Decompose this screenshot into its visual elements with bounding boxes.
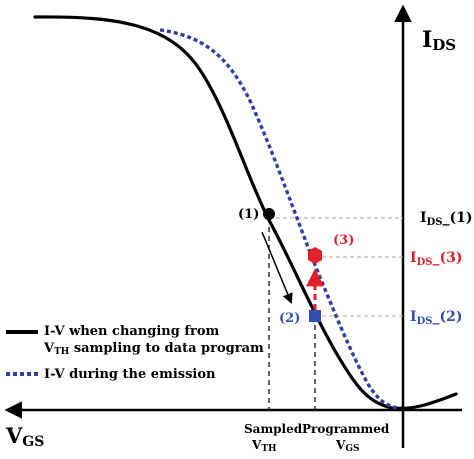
svg-text:Programmed: Programmed xyxy=(302,422,390,436)
svg-text:VTH: VTH xyxy=(251,438,277,454)
point-3 xyxy=(308,247,322,264)
legend-solid-line2: VTH sampling to data program xyxy=(43,341,264,357)
svg-text:VGS: VGS xyxy=(335,438,360,454)
ids-2-label: IDS_(2) xyxy=(410,309,462,327)
series-dotted-curve xyxy=(159,28,399,410)
point-1-label: (1) xyxy=(238,207,259,222)
ids-1-label: IDS_(1) xyxy=(420,210,472,228)
point-2 xyxy=(309,310,321,322)
legend-dotted-label: I-V during the emission xyxy=(44,367,216,382)
svg-text:Sampled: Sampled xyxy=(244,422,303,436)
point-1 xyxy=(263,208,275,220)
legend-solid-line1: I-V when changing from xyxy=(44,324,219,339)
guide-lines xyxy=(269,217,403,317)
ids-3-label: IDS_(3) xyxy=(410,250,462,268)
legend: I-V when changing from VTH sampling to d… xyxy=(6,324,264,382)
y-axis-label: IDS xyxy=(422,27,456,54)
transition-arrow xyxy=(261,231,293,304)
sampled-vth-label: Sampled VTH xyxy=(244,422,303,454)
point-3-label: (3) xyxy=(333,233,354,248)
series-solid-curve xyxy=(33,15,458,411)
programmed-vgs-label: Programmed VGS xyxy=(302,422,390,454)
x-axis-label: VGS xyxy=(5,423,44,450)
point-2-label: (2) xyxy=(279,311,300,326)
